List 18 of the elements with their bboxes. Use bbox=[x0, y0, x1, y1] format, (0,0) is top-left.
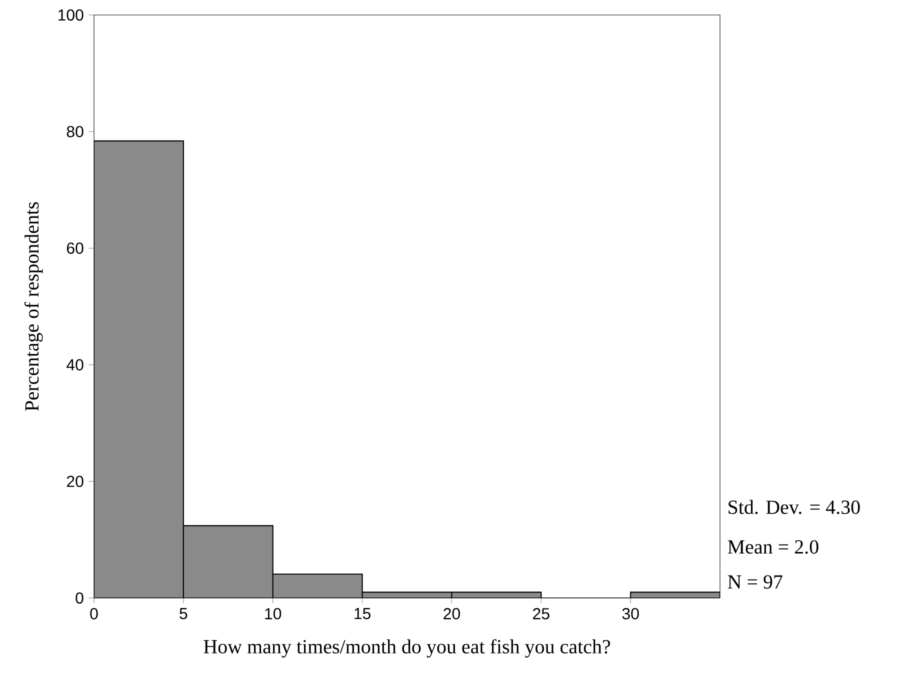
x-tick-label: 10 bbox=[265, 608, 282, 620]
y-tick-label: 60 bbox=[66, 242, 84, 254]
y-tick-label: 40 bbox=[66, 359, 84, 370]
y-tick-label: 0 bbox=[76, 592, 84, 604]
text: N = 97 bbox=[728, 575, 782, 589]
text: Mean = 2.0 bbox=[728, 540, 818, 554]
y-tick-label: 100 bbox=[58, 9, 84, 21]
x-tick-label: 0 bbox=[90, 608, 98, 620]
y-tick-label: 80 bbox=[66, 126, 84, 138]
x-tick-label: 5 bbox=[180, 608, 188, 620]
x-tick-label: 30 bbox=[622, 608, 639, 620]
x-axis-title: How many times/month do you eat fish you catch? bbox=[204, 639, 610, 658]
y-tick-label: 20 bbox=[66, 476, 84, 488]
x-tick-label: 25 bbox=[533, 608, 550, 620]
x-tick-label: 15 bbox=[354, 608, 371, 620]
x-tick-label: 20 bbox=[444, 608, 460, 620]
text: Std. Dev. = 4.30 bbox=[728, 500, 860, 514]
y-axis-title: Percentage of respondents bbox=[24, 202, 43, 411]
